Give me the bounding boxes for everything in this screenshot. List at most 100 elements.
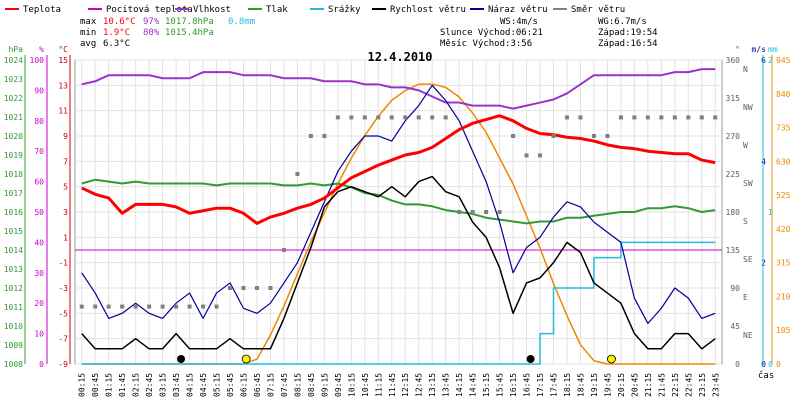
series-slune-n-z-en-	[81, 83, 716, 365]
wind-direction-point	[349, 115, 354, 120]
x-tick-label: 16:45	[523, 373, 532, 397]
legend-label: Pocitová teplota	[106, 5, 193, 15]
x-tick-label: 21:15	[644, 373, 653, 397]
wind-direction-point	[322, 134, 327, 138]
stats-wg: WG:6.7m/s	[598, 17, 647, 27]
x-tick-label: 15:45	[496, 373, 505, 397]
ms-tick-label: 4	[761, 157, 766, 166]
rad-tick-label: 735	[776, 124, 791, 133]
legend-label: Teplota	[23, 5, 61, 15]
x-tick-label: 22:15	[671, 373, 680, 397]
wind-direction-point	[254, 286, 259, 290]
hpa-axis-title: hPa	[9, 45, 24, 54]
wind-direction-point	[524, 153, 529, 158]
hpa-tick-label: 1023	[4, 75, 23, 84]
legend-label: Náraz větru	[488, 5, 548, 15]
dir-compass-label: E	[743, 293, 748, 302]
series-n-raz-v-tru	[81, 84, 716, 325]
hpa-tick-label: 1008	[4, 360, 23, 369]
stats-avg-label: avg	[80, 39, 96, 49]
rad-tick-label: 105	[776, 326, 791, 335]
rad-tick-label: 525	[776, 191, 791, 200]
wind-direction-point	[605, 134, 610, 138]
x-tick-label: 17:45	[550, 373, 559, 397]
pct-tick-label: 50	[34, 208, 44, 217]
dir-tick-label: 0	[735, 360, 740, 369]
dir-compass-label: SW	[743, 179, 753, 188]
wind-direction-point	[201, 304, 206, 309]
x-tick-label: 04:45	[199, 373, 208, 397]
hpa-tick-label: 1024	[4, 56, 23, 65]
ms-tick-label: 6	[761, 56, 766, 65]
wind-direction-point	[430, 115, 435, 120]
x-tick-label: 07:45	[280, 373, 289, 397]
wind-direction-point	[268, 286, 273, 290]
dir-tick-label: 180	[726, 208, 741, 217]
x-tick-label: 14:15	[455, 373, 464, 397]
hpa-tick-label: 1013	[4, 265, 23, 274]
wind-direction-point	[308, 134, 313, 138]
x-tick-label: 19:45	[603, 373, 612, 397]
pct-tick-label: 70	[34, 147, 44, 156]
wind-direction-point	[511, 134, 516, 138]
x-tick-label: 06:45	[253, 373, 262, 397]
pct-axis-title: %	[39, 45, 44, 54]
stats-max-press: 1017.8hPa	[165, 17, 214, 27]
series-teplota	[81, 114, 716, 225]
wind-direction-point	[645, 115, 650, 120]
hpa-tick-label: 1018	[4, 170, 23, 179]
x-tick-label: 12:45	[415, 373, 424, 397]
temp-tick-label: 3	[63, 208, 68, 217]
moon-marker	[526, 355, 535, 363]
series-rychlost-v-tru	[81, 175, 716, 350]
wind-direction-point	[659, 115, 664, 120]
wind-direction-point	[497, 210, 502, 214]
x-tick-label: 20:15	[617, 373, 626, 397]
stats-moon-rise: Měsíc Východ:3:56	[440, 39, 532, 49]
pct-tick-label: 80	[34, 117, 44, 126]
chart-title: 12.4.2010	[367, 50, 432, 64]
x-tick-label: 03:15	[159, 373, 168, 397]
wind-direction-point	[713, 115, 718, 120]
dir-tick-label: 225	[726, 170, 741, 179]
stats-min-label: min	[80, 28, 96, 38]
stats-max-hum: 97%	[143, 17, 160, 27]
x-tick-label: 14:45	[469, 373, 478, 397]
temp-tick-label: 1	[63, 233, 68, 242]
dir-compass-label: W	[743, 141, 748, 150]
series-tlak	[81, 178, 716, 225]
wind-direction-point	[241, 286, 246, 290]
stats-moon-set: Západ:16:54	[598, 39, 658, 49]
x-tick-label: 08:15	[293, 373, 302, 397]
dir-tick-label: 45	[730, 322, 740, 331]
legend-label: Tlak	[266, 5, 288, 15]
pct-tick-label: 30	[34, 269, 44, 278]
stats-min-temp: 1.9°C	[103, 28, 130, 38]
wind-direction-point	[214, 304, 219, 309]
hpa-tick-label: 1010	[4, 322, 23, 331]
wind-direction-point	[591, 134, 596, 138]
x-tick-label: 02:45	[145, 373, 154, 397]
dir-tick-label: 90	[730, 284, 740, 293]
x-tick-label: 15:15	[482, 373, 491, 397]
temp-tick-label: 5	[63, 183, 68, 192]
mm-tick-label: 1	[768, 208, 773, 217]
wind-direction-point	[618, 115, 623, 120]
wind-direction-point	[228, 286, 233, 290]
dir-compass-label: N	[743, 65, 748, 74]
wind-direction-point	[699, 115, 704, 120]
wind-direction-point	[672, 115, 677, 120]
wind-direction-point	[295, 172, 300, 176]
wind-direction-point	[416, 115, 421, 120]
x-tick-label: 10:15	[347, 373, 356, 397]
wind-direction-point	[484, 210, 489, 214]
pct-tick-label: 0	[39, 360, 44, 369]
temp-tick-label: -3	[58, 284, 68, 293]
wind-direction-point	[281, 248, 286, 252]
x-tick-label: 20:45	[630, 373, 639, 397]
sun-marker	[241, 354, 251, 364]
wind-direction-point	[457, 210, 462, 214]
x-tick-label: 03:45	[172, 373, 181, 397]
